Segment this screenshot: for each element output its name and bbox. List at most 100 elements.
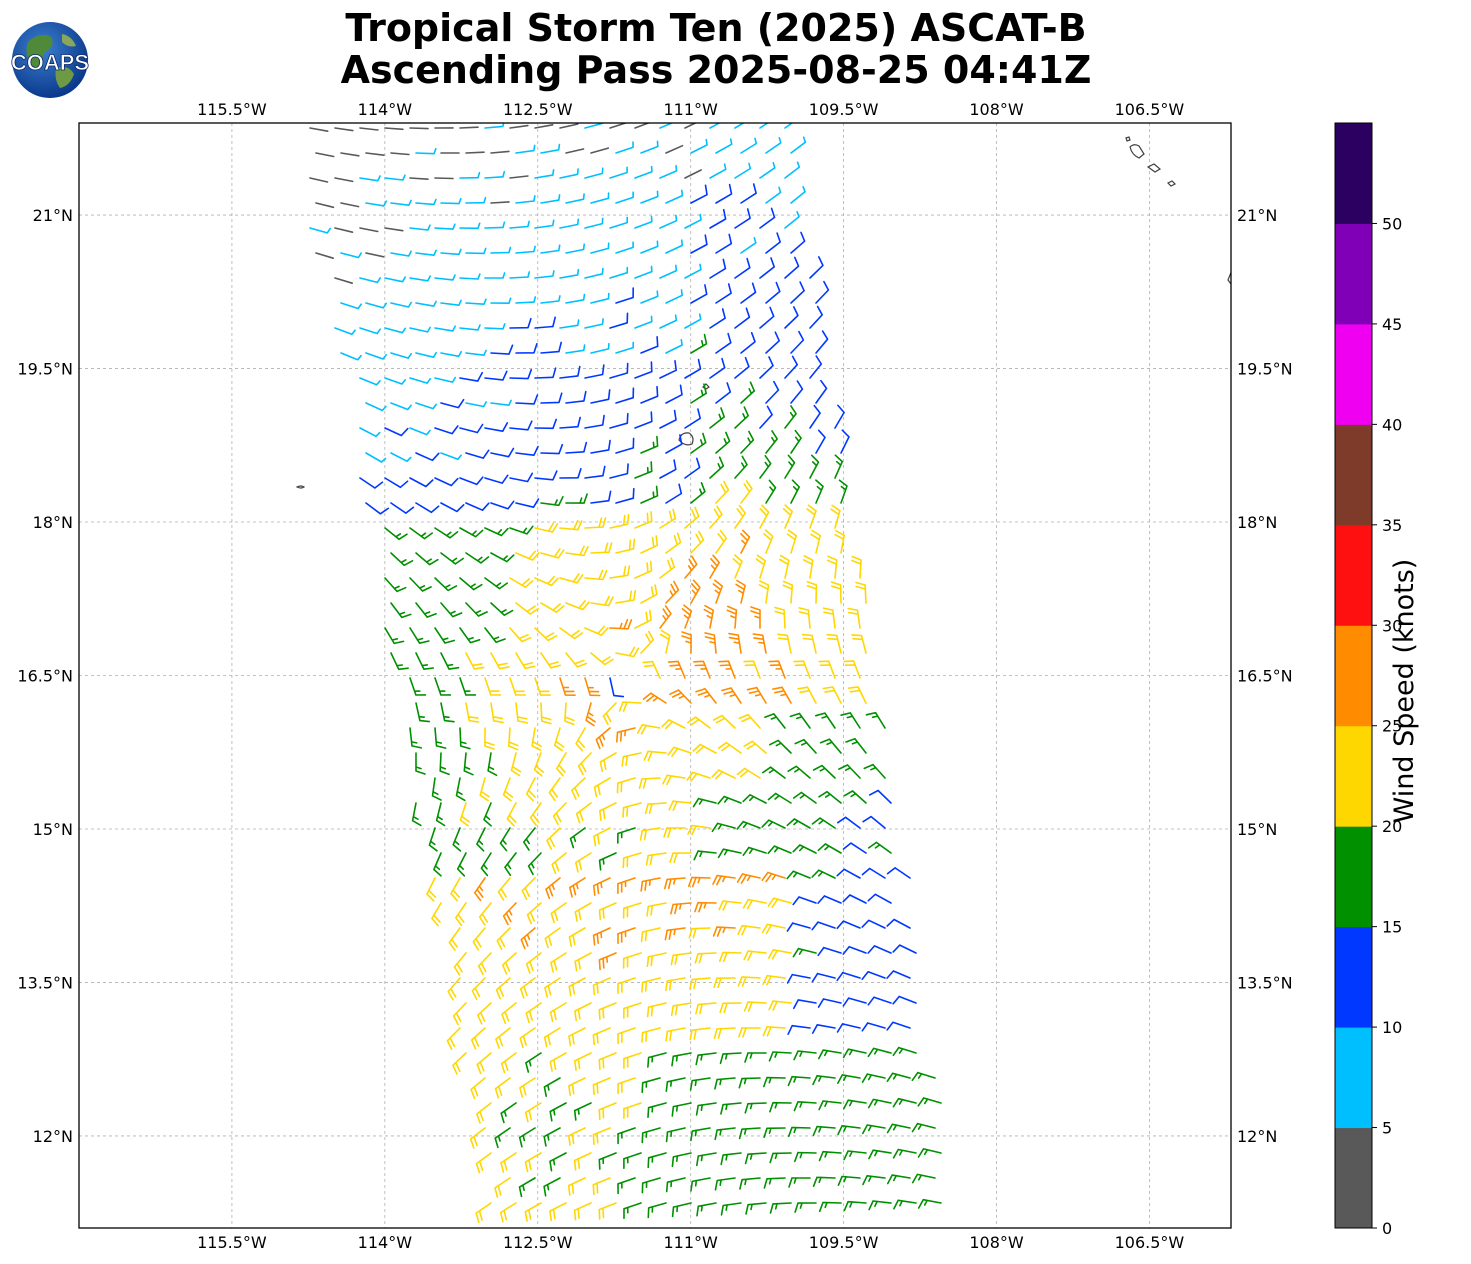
wind-barb <box>568 927 586 948</box>
wind-barb <box>818 1100 842 1111</box>
wind-barb <box>623 1202 642 1220</box>
colorbar-tick-label: 50 <box>1382 214 1402 233</box>
lon-tick-label-bottom: 108°W <box>969 1233 1024 1252</box>
colorbar-tick-label: 5 <box>1382 1119 1392 1138</box>
wind-barb <box>806 581 818 604</box>
wind-barb <box>609 266 629 279</box>
wind-barb <box>384 577 407 593</box>
wind-barb <box>665 189 684 204</box>
wind-barb <box>755 554 766 579</box>
wind-barb <box>523 827 536 851</box>
wind-barb <box>721 687 742 704</box>
wind-barb <box>696 1202 717 1217</box>
wind-barb <box>411 802 422 827</box>
wind-barb <box>334 327 356 336</box>
wind-barb <box>484 370 508 381</box>
wind-barb <box>740 480 753 504</box>
wind-barb <box>709 456 725 479</box>
wind-barb <box>574 902 592 922</box>
wind-barb <box>584 167 604 179</box>
wind-barb <box>845 738 867 754</box>
wind-barb <box>759 123 770 129</box>
wind-barb <box>484 627 506 643</box>
wind-barb <box>590 242 610 254</box>
wind-barb <box>822 686 842 704</box>
wind-barb <box>634 215 653 229</box>
wind-barb <box>459 273 481 280</box>
wind-barb <box>717 741 742 754</box>
wind-barb <box>819 738 842 754</box>
wind-barb <box>784 355 798 379</box>
wind-barb <box>567 1177 586 1196</box>
wind-barb <box>772 686 792 704</box>
wind-barb <box>495 1027 511 1049</box>
wind-barb <box>476 1102 492 1124</box>
wind-barb <box>565 193 585 204</box>
wind-barb <box>577 752 592 776</box>
wind-barb <box>786 870 811 880</box>
wind-barb <box>887 1174 911 1185</box>
wind-barb <box>765 479 777 504</box>
wind-barb <box>837 1074 861 1084</box>
wind-barb <box>787 1126 811 1138</box>
wind-barb <box>559 319 580 329</box>
lon-tick-label-bottom: 115.5°W <box>197 1233 267 1252</box>
wind-barb <box>484 123 505 129</box>
wind-barb <box>565 441 588 454</box>
wind-barb <box>745 1202 767 1215</box>
wind-barb <box>549 1202 567 1222</box>
wind-barb <box>592 927 611 946</box>
wind-barb <box>551 852 567 875</box>
colorbar-segment <box>1335 1027 1372 1129</box>
islas-marias-1 <box>1129 144 1145 159</box>
wind-barb <box>519 977 536 999</box>
wind-barb <box>575 802 592 824</box>
wind-barb <box>639 827 661 841</box>
wind-barb <box>534 219 555 229</box>
wind-barb <box>738 1127 761 1140</box>
wind-barb <box>409 177 429 180</box>
wind-barb <box>826 555 838 579</box>
wind-barb <box>712 874 736 886</box>
wind-barb <box>484 221 506 229</box>
wind-barb <box>646 952 667 968</box>
wind-barb <box>687 716 711 729</box>
wind-barb <box>434 425 459 435</box>
wind-barb <box>590 342 610 354</box>
wind-barb <box>617 1027 636 1045</box>
wind-barb <box>693 660 711 679</box>
wind-barb <box>334 277 353 284</box>
wind-barb <box>837 816 861 829</box>
wind-barb <box>525 777 536 802</box>
wind-barb <box>740 529 751 554</box>
svg-text:COAPS: COAPS <box>11 50 89 75</box>
wind-barb <box>736 820 761 830</box>
wind-barb <box>609 565 631 579</box>
wind-barb <box>599 752 617 772</box>
wind-barb <box>384 127 404 131</box>
wind-barb <box>842 997 867 1007</box>
wind-barb <box>645 852 667 866</box>
wind-barb <box>590 147 610 154</box>
wind-barb <box>440 248 462 256</box>
wind-barb <box>659 123 674 129</box>
wind-barb <box>790 186 806 204</box>
wind-barb <box>534 677 551 696</box>
colorbar-tick-label: 30 <box>1382 616 1402 635</box>
wind-barb <box>500 1052 517 1074</box>
wind-barb <box>456 852 467 877</box>
wind-barb <box>662 774 686 786</box>
lon-tick-label-top: 114°W <box>358 100 413 119</box>
wind-barb <box>465 196 487 204</box>
wind-barb <box>743 660 761 679</box>
wind-barb <box>515 394 539 405</box>
wind-barb <box>735 579 746 604</box>
wind-barb <box>440 552 464 565</box>
wind-barb <box>595 727 611 750</box>
wind-barb <box>696 1152 717 1167</box>
wind-barb <box>459 371 483 382</box>
colorbar-label: Wind Speed (knots) <box>1389 558 1420 824</box>
wind-barb <box>818 660 836 679</box>
wind-barb <box>768 1051 792 1062</box>
